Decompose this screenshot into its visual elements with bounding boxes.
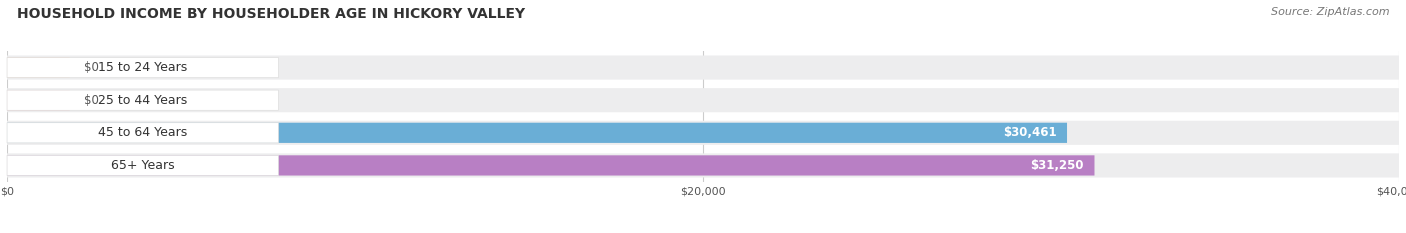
FancyBboxPatch shape [7, 121, 1399, 145]
Text: 25 to 44 Years: 25 to 44 Years [98, 94, 187, 107]
FancyBboxPatch shape [7, 155, 1094, 175]
Text: $30,461: $30,461 [1002, 126, 1056, 139]
Text: 15 to 24 Years: 15 to 24 Years [98, 61, 187, 74]
FancyBboxPatch shape [7, 155, 278, 175]
Text: 65+ Years: 65+ Years [111, 159, 174, 172]
FancyBboxPatch shape [7, 123, 278, 143]
Text: $0: $0 [83, 94, 98, 107]
Text: Source: ZipAtlas.com: Source: ZipAtlas.com [1271, 7, 1389, 17]
FancyBboxPatch shape [7, 58, 278, 78]
Text: $31,250: $31,250 [1031, 159, 1084, 172]
FancyBboxPatch shape [7, 88, 1399, 112]
FancyBboxPatch shape [7, 90, 278, 110]
FancyBboxPatch shape [7, 153, 1399, 178]
Text: HOUSEHOLD INCOME BY HOUSEHOLDER AGE IN HICKORY VALLEY: HOUSEHOLD INCOME BY HOUSEHOLDER AGE IN H… [17, 7, 524, 21]
Text: 45 to 64 Years: 45 to 64 Years [98, 126, 187, 139]
FancyBboxPatch shape [7, 123, 1067, 143]
FancyBboxPatch shape [7, 58, 70, 78]
Text: $0: $0 [83, 61, 98, 74]
FancyBboxPatch shape [7, 55, 1399, 80]
FancyBboxPatch shape [7, 90, 70, 110]
